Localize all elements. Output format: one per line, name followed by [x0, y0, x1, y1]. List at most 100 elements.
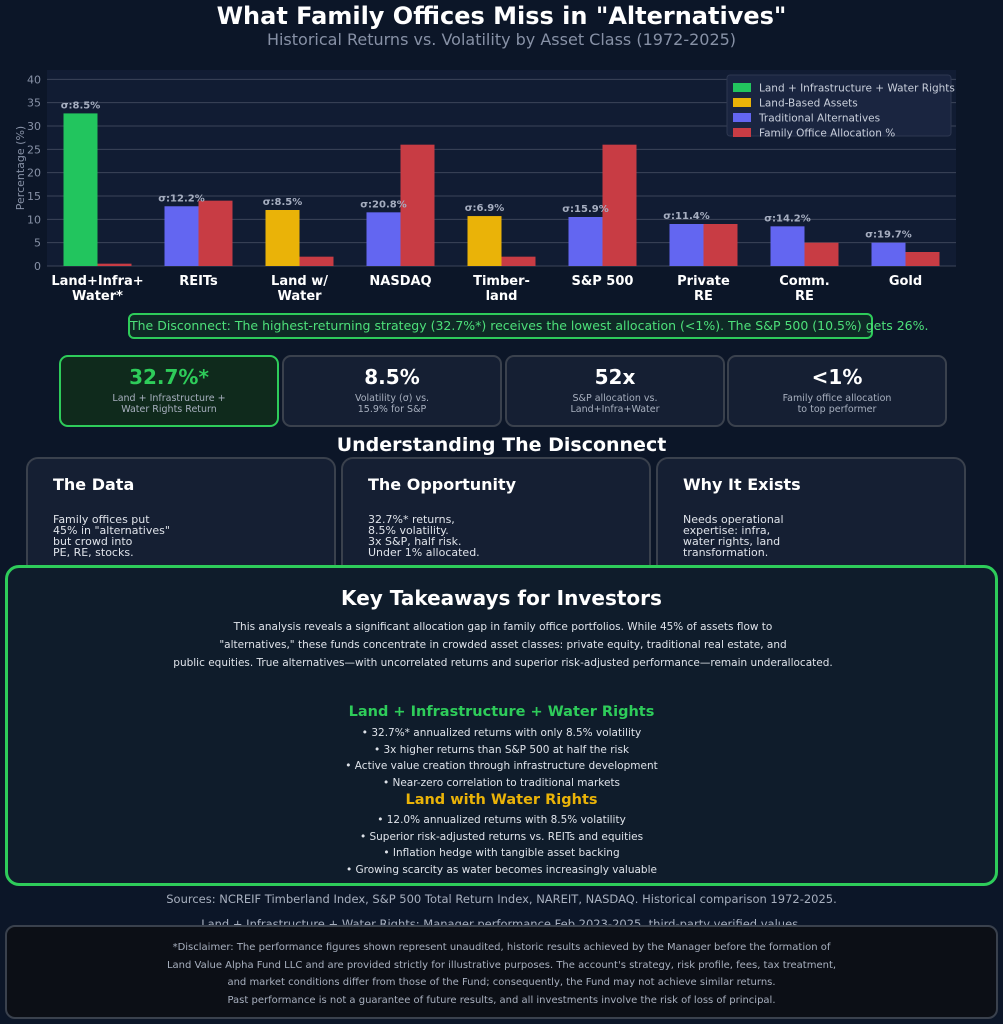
- card-body: Family offices put 45% in "alternatives"…: [53, 513, 170, 559]
- stat-card-return: 32.7%* Land + Infrastructure + Water Righ…: [59, 355, 279, 427]
- returns-bar-chart: 0 5 10 15 20 25 30 35 40 Percentage (%) σ:8.5% Land…: [14, 70, 956, 304]
- x-tick-label: RE: [795, 289, 814, 304]
- page-title: What Family Offices Miss in "Alternative…: [216, 2, 787, 30]
- volatility-label: σ:19.7%: [865, 230, 911, 241]
- allocation-bar: [97, 263, 132, 266]
- legend-label: Land + Infrastructure + Water Rights: [759, 83, 955, 95]
- list-item: • 3x higher returns than S&P 500 at half…: [373, 743, 630, 756]
- stat-desc: Land + Infrastructure + Water Rights Retu…: [112, 393, 226, 415]
- volatility-label: σ:11.4%: [663, 211, 709, 222]
- x-tick-label: S&P 500: [572, 274, 634, 289]
- list-item: • Inflation hedge with tangible asset ba…: [383, 847, 620, 860]
- allocation-bar: [400, 144, 435, 266]
- x-tick-label: REITs: [179, 274, 218, 289]
- allocation-bar: [602, 144, 637, 266]
- card-body: Needs operational expertise: infra, wate…: [683, 513, 784, 559]
- return-bar: [467, 216, 502, 266]
- return-bar: [669, 224, 704, 266]
- stat-card-allocation-ratio: 52x S&P allocation vs. Land+Infra+Water: [505, 355, 725, 427]
- allocation-bar: [804, 242, 839, 266]
- allocation-bar: [703, 224, 738, 266]
- stat-value: 8.5%: [364, 365, 420, 389]
- return-bar: [366, 212, 401, 266]
- volatility-label: σ:15.9%: [562, 204, 608, 215]
- legend-swatch: [733, 98, 751, 107]
- land-infra-list: • 32.7%* annualized returns with only 8.…: [8, 725, 995, 792]
- legend-label: Traditional Alternatives: [758, 113, 880, 125]
- x-tick-label: Gold: [889, 274, 922, 289]
- volatility-label: σ:20.8%: [360, 199, 406, 210]
- x-tick-label: Land+Infra+: [51, 274, 143, 289]
- volatility-label: σ:14.2%: [764, 213, 810, 224]
- card-body: 32.7%* returns, 8.5% volatility. 3x S&P,…: [368, 513, 480, 559]
- stat-desc: Family office allocation to top performer: [782, 393, 892, 415]
- volatility-label: σ:6.9%: [465, 203, 505, 214]
- allocation-bar: [198, 200, 233, 266]
- stat-value: 52x: [594, 365, 636, 389]
- return-bar: [265, 210, 300, 266]
- x-tick-label: land: [486, 289, 518, 304]
- list-item: • Active value creation through infrastr…: [345, 760, 658, 773]
- volatility-label: σ:8.5%: [263, 197, 303, 208]
- allocation-bar: [501, 256, 536, 266]
- y-tick-label: 30: [27, 120, 41, 133]
- legend-swatch: [733, 113, 751, 122]
- return-bar: [164, 206, 199, 266]
- list-item: • Superior risk-adjusted returns vs. REI…: [359, 830, 644, 843]
- x-tick-label: Land w/: [271, 274, 328, 289]
- list-item: • Growing scarcity as water becomes incr…: [346, 864, 657, 877]
- card-title: Why It Exists: [683, 475, 801, 494]
- x-tick-label: Private: [677, 274, 730, 289]
- legend-label: Land-Based Assets: [759, 98, 858, 110]
- y-tick-label: 10: [27, 213, 41, 226]
- land-infra-heading: Land + Infrastructure + Water Rights: [348, 704, 655, 720]
- legend-label: Family Office Allocation %: [759, 128, 895, 140]
- understanding-heading: Understanding The Disconnect: [336, 434, 667, 456]
- allocation-bar: [905, 252, 940, 266]
- y-tick-label: 35: [27, 97, 41, 110]
- list-item: • 12.0% annualized returns with 8.5% vol…: [377, 814, 626, 826]
- x-tick-label: Timber-: [473, 274, 530, 289]
- disconnect-banner: The Disconnect: The highest-returning st…: [128, 313, 929, 339]
- return-bar: [770, 226, 805, 266]
- card-title: The Data: [53, 475, 135, 494]
- x-tick-label: Water*: [72, 289, 123, 304]
- list-item: • Near-zero correlation to traditional m…: [382, 777, 621, 790]
- land-water-heading: Land with Water Rights: [405, 792, 598, 808]
- y-tick-label: 25: [27, 143, 41, 156]
- card-title: The Opportunity: [368, 475, 517, 494]
- takeaways-title: Key Takeaways for Investors: [341, 586, 662, 610]
- x-tick-label: Water: [277, 289, 322, 304]
- page-subtitle: Historical Returns vs. Volatility by Ass…: [266, 30, 737, 49]
- y-tick-label: 5: [34, 237, 41, 250]
- stat-value: 32.7%*: [129, 365, 209, 389]
- land-water-list: • 12.0% annualized returns with 8.5% vol…: [8, 812, 995, 879]
- y-tick-label: 15: [27, 190, 41, 203]
- return-bar: [871, 242, 906, 266]
- disclaimer-box: *Disclaimer: The performance figures sho…: [5, 925, 998, 1019]
- stat-value: <1%: [811, 365, 863, 389]
- legend-box: [726, 74, 952, 137]
- volatility-label: σ:12.2%: [158, 193, 204, 204]
- return-bar: [568, 217, 603, 266]
- stat-desc: Volatility (σ) vs. 15.9% for S&P: [354, 393, 430, 415]
- volatility-label: σ:8.5%: [61, 100, 101, 111]
- takeaways-intro: This analysis reveals a significant allo…: [173, 621, 833, 669]
- allocation-bar: [299, 256, 334, 266]
- y-tick-label: 20: [27, 167, 41, 180]
- x-tick-label: NASDAQ: [369, 274, 431, 289]
- y-tick-label: 0: [34, 260, 41, 273]
- x-tick-label: Comm.: [779, 274, 830, 289]
- stat-card-allocation: <1% Family office allocation to top perfo…: [727, 355, 947, 427]
- sources-line: Sources: NCREIF Timberland Index, S&P 50…: [166, 892, 837, 906]
- stat-desc: S&P allocation vs. Land+Infra+Water: [570, 393, 660, 415]
- return-bar: [63, 113, 98, 267]
- stat-card-volatility: 8.5% Volatility (σ) vs. 15.9% for S&P: [282, 355, 502, 427]
- legend-swatch: [733, 128, 751, 137]
- list-item: • 32.7%* annualized returns with only 8.…: [361, 727, 642, 739]
- legend-swatch: [733, 83, 751, 92]
- y-tick-label: 40: [27, 73, 41, 86]
- y-axis-label: Percentage (%): [14, 126, 27, 210]
- x-tick-label: RE: [694, 289, 713, 304]
- key-takeaways-panel: Key Takeaways for Investors This analysi…: [5, 565, 998, 886]
